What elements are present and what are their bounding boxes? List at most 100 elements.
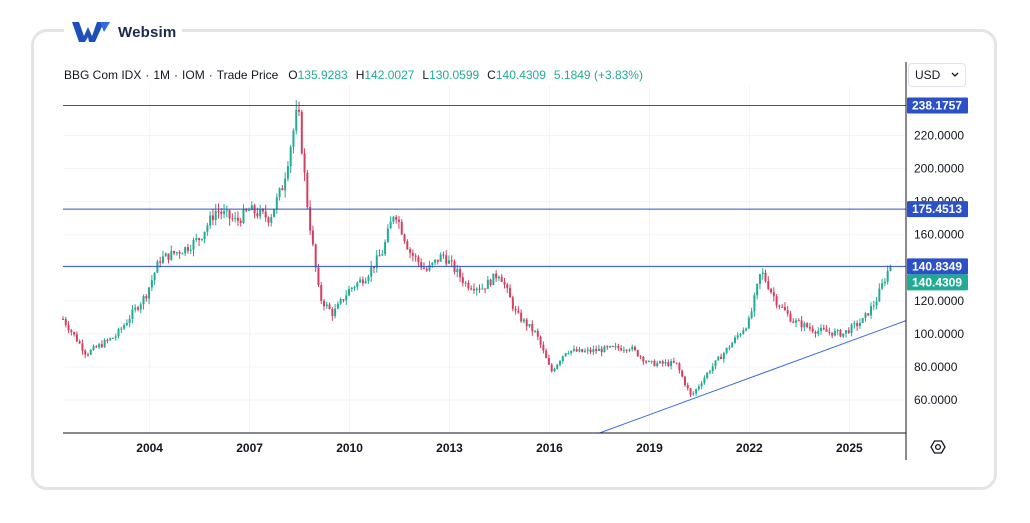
candle [142, 294, 145, 310]
candle [781, 304, 784, 308]
candle-body [273, 209, 276, 218]
candle-body [775, 296, 778, 306]
candle [708, 369, 711, 375]
trend-line[interactable] [599, 320, 907, 434]
x-tick-label: 2019 [636, 441, 663, 455]
candle-body [633, 346, 636, 351]
candle-body [281, 188, 284, 191]
candle-body [256, 213, 259, 217]
candle [614, 342, 617, 350]
candle-body [422, 267, 425, 269]
x-tick-label: 2010 [336, 441, 363, 455]
candle [539, 335, 542, 349]
legend-interval[interactable]: 1M [153, 68, 171, 82]
candle [211, 208, 214, 226]
candle [789, 310, 792, 323]
candle-body [450, 260, 453, 262]
candle-body [175, 252, 178, 254]
y-tick-label: 60.0000 [914, 393, 958, 407]
candle [703, 375, 706, 385]
candle-body [683, 376, 686, 385]
candle [206, 222, 209, 236]
candle [273, 209, 276, 218]
candle-body [881, 283, 884, 289]
candle [214, 203, 217, 226]
candle-body [603, 346, 606, 353]
candle-body [298, 109, 301, 112]
candle-body [325, 304, 328, 307]
candle-body [867, 313, 870, 316]
candle [547, 354, 550, 366]
candle [406, 239, 409, 250]
candle [447, 255, 450, 265]
candle [878, 283, 881, 302]
candle [622, 346, 625, 354]
candle-body [536, 330, 539, 337]
candle [772, 287, 775, 302]
candle-body [611, 346, 614, 348]
candle-body [836, 330, 839, 332]
candle-body [364, 281, 367, 284]
candle [803, 321, 806, 332]
candle-body [214, 210, 217, 221]
candle [422, 262, 425, 270]
candle-body [600, 348, 603, 353]
brand-logo: Websim [64, 18, 183, 46]
candle [409, 247, 412, 259]
candle [159, 256, 162, 268]
candle-body [861, 318, 864, 324]
candle [395, 214, 398, 224]
candle [89, 348, 92, 356]
candle [645, 359, 648, 365]
candle [339, 297, 342, 305]
candle-body [164, 253, 167, 257]
candle-body [173, 251, 176, 254]
candle [173, 250, 176, 256]
candle-body [195, 238, 198, 240]
candle-body [670, 361, 673, 366]
candle [797, 318, 800, 322]
candle [747, 315, 750, 330]
candle-body [372, 266, 375, 268]
candle-body [414, 255, 417, 257]
candle [806, 322, 809, 329]
candle [75, 331, 78, 343]
candle-body [864, 313, 867, 319]
candle [811, 325, 814, 334]
candle [667, 359, 670, 367]
candle [814, 330, 817, 338]
candle [875, 297, 878, 310]
y-tick-label: 80.0000 [914, 360, 958, 374]
candle-body [522, 319, 525, 322]
candle [73, 331, 76, 337]
candle-body [70, 330, 73, 333]
candle-body [436, 259, 439, 262]
candle [550, 363, 553, 373]
candle-body [720, 356, 723, 360]
candle-body [511, 297, 514, 309]
candle [775, 294, 778, 309]
candle-body [86, 354, 89, 356]
candle-body [264, 211, 267, 218]
currency-select[interactable]: USD [908, 63, 966, 87]
candle [372, 266, 375, 274]
legend-symbol[interactable]: BBG Com IDX [64, 68, 142, 82]
candle-body [92, 346, 95, 350]
candle-body [786, 310, 789, 314]
candle-body [125, 322, 128, 326]
chart-settings-button[interactable] [928, 437, 948, 457]
y-tick-label: 160.0000 [914, 228, 964, 242]
candle-body [114, 336, 117, 338]
candle-body [639, 356, 642, 358]
candle-body [428, 265, 431, 271]
candle-body [495, 273, 498, 279]
candle-body [828, 331, 831, 333]
candle [603, 345, 606, 353]
candle [361, 276, 364, 287]
candle-body [842, 333, 845, 337]
candle [381, 249, 384, 256]
candle-body [845, 330, 848, 334]
candle [120, 326, 123, 334]
candle-body [317, 267, 320, 286]
